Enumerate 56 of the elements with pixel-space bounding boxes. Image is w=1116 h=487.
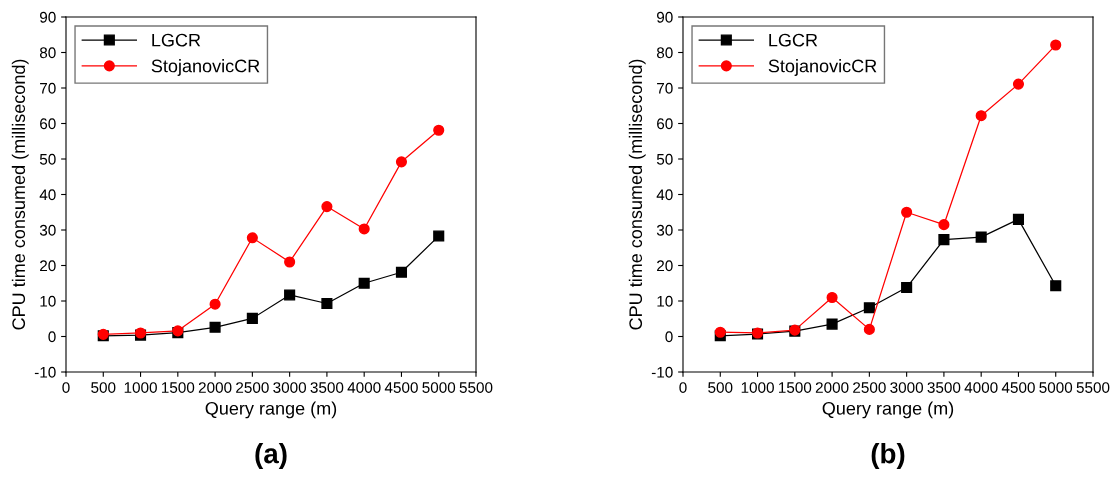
y-axis-title: CPU time consumed (millisecond) xyxy=(11,59,29,330)
text: (a) xyxy=(255,443,287,469)
y-tick-label: 20 xyxy=(40,260,56,272)
x-tick-label: 500 xyxy=(91,382,116,393)
x-tick-label: 3500 xyxy=(927,382,961,393)
legend-label: LGCR xyxy=(152,33,201,47)
y-tick-label: -10 xyxy=(651,366,673,378)
y-tick-label: 70 xyxy=(657,82,673,94)
x-tick-label: 2000 xyxy=(198,382,232,393)
legend-label: LGCR xyxy=(769,33,818,47)
x-tick-label: 1000 xyxy=(124,382,157,393)
x-tick-label: 4500 xyxy=(1001,382,1035,393)
legend-label: StojanovicCR xyxy=(768,59,877,76)
x-tick-label: 4000 xyxy=(347,382,381,393)
y-tick-label: 30 xyxy=(656,224,673,236)
y-tick-label: 50 xyxy=(656,153,673,165)
x-tick-label: 5500 xyxy=(1076,382,1110,393)
x-axis-title: Query range (m) xyxy=(822,401,954,419)
y-tick-label: 10 xyxy=(40,295,56,307)
x-tick-label: 2500 xyxy=(853,382,886,393)
y-tick-label: -10 xyxy=(34,366,56,378)
y-tick-label: 50 xyxy=(39,153,56,165)
text: (b) xyxy=(871,443,905,469)
y-tick-label: 30 xyxy=(39,224,56,236)
y-tick-label: 80 xyxy=(39,47,56,59)
x-tick-label: 1000 xyxy=(741,382,774,393)
y-tick-label: 60 xyxy=(657,118,673,130)
x-tick-label: 0 xyxy=(62,382,70,393)
x-tick-label: 5500 xyxy=(459,382,493,393)
x-axis-title: Query range (m) xyxy=(205,401,337,419)
x-tick-label: 4000 xyxy=(964,382,998,393)
x-tick-label: 1500 xyxy=(778,382,812,393)
x-tick-label: 3500 xyxy=(310,382,344,393)
y-tick-label: 0 xyxy=(665,331,673,343)
x-tick-label: 5000 xyxy=(1039,382,1073,393)
x-tick-label: 5000 xyxy=(422,382,456,393)
y-tick-label: 10 xyxy=(657,295,673,307)
y-tick-label: 0 xyxy=(48,331,56,343)
x-tick-label: 3000 xyxy=(273,382,307,393)
y-tick-label: 90 xyxy=(40,11,56,23)
y-axis-title: CPU time consumed (millisecond) xyxy=(628,59,646,330)
x-tick-label: 2000 xyxy=(815,382,849,393)
x-tick-label: 3000 xyxy=(890,382,924,393)
x-tick-label: 4500 xyxy=(384,382,418,393)
x-tick-label: 500 xyxy=(708,382,733,393)
y-tick-label: 80 xyxy=(656,47,673,59)
legend-label: StojanovicCR xyxy=(151,59,260,76)
y-tick-label: 40 xyxy=(39,189,56,201)
y-tick-label: 40 xyxy=(656,189,673,201)
x-tick-label: 1500 xyxy=(161,382,195,393)
x-tick-label: 2500 xyxy=(236,382,269,393)
y-tick-label: 20 xyxy=(657,260,673,272)
y-tick-label: 90 xyxy=(657,11,673,23)
y-tick-label: 60 xyxy=(40,118,56,130)
x-tick-label: 0 xyxy=(679,382,687,393)
y-tick-label: 70 xyxy=(40,82,56,94)
